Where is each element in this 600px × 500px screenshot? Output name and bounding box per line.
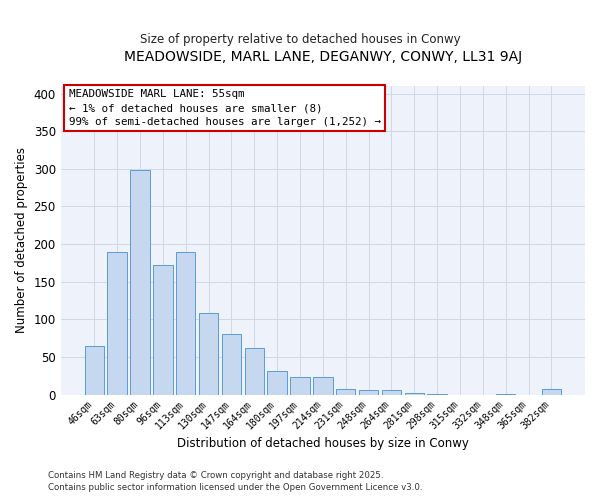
Bar [336, 390, 355, 394]
Bar [199, 312, 218, 394]
Text: Size of property relative to detached houses in Conwy: Size of property relative to detached ho… [140, 32, 460, 46]
Bar [221, 334, 241, 394]
Bar [542, 390, 561, 394]
Bar [176, 252, 196, 394]
Bar [153, 265, 173, 394]
Bar [268, 370, 287, 394]
Bar [404, 393, 424, 394]
Text: MEADOWSIDE MARL LANE: 55sqm
← 1% of detached houses are smaller (8)
99% of semi-: MEADOWSIDE MARL LANE: 55sqm ← 1% of deta… [68, 89, 380, 127]
Bar [107, 252, 127, 394]
Title: MEADOWSIDE, MARL LANE, DEGANWY, CONWY, LL31 9AJ: MEADOWSIDE, MARL LANE, DEGANWY, CONWY, L… [124, 50, 522, 64]
Bar [290, 378, 310, 394]
X-axis label: Distribution of detached houses by size in Conwy: Distribution of detached houses by size … [177, 437, 469, 450]
Bar [85, 346, 104, 395]
Bar [313, 376, 332, 394]
Bar [382, 390, 401, 394]
Y-axis label: Number of detached properties: Number of detached properties [15, 148, 28, 334]
Text: Contains HM Land Registry data © Crown copyright and database right 2025.
Contai: Contains HM Land Registry data © Crown c… [48, 471, 422, 492]
Bar [359, 390, 378, 394]
Bar [130, 170, 149, 394]
Bar [245, 348, 264, 395]
